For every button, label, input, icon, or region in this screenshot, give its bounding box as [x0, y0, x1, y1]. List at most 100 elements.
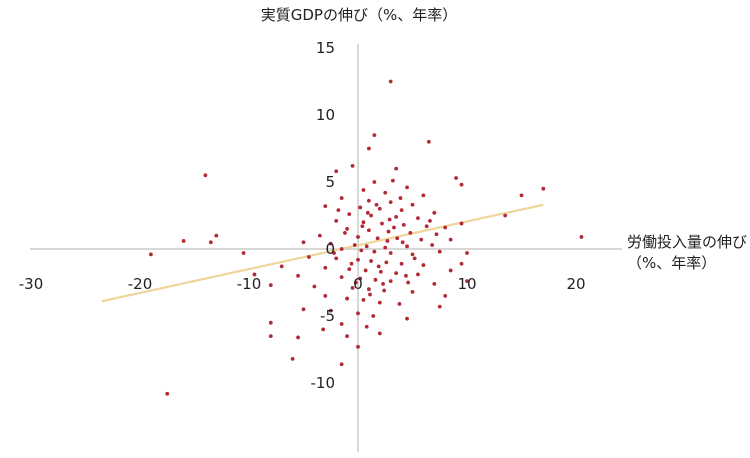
- data-point: [519, 193, 524, 198]
- data-point: [465, 279, 469, 284]
- data-point: [380, 221, 384, 226]
- data-point: [353, 280, 358, 285]
- y-tick-label: 0: [325, 240, 335, 258]
- data-point: [279, 264, 284, 269]
- x-tick-label: -20: [128, 275, 153, 293]
- data-point: [376, 264, 381, 269]
- data-point: [385, 239, 390, 243]
- data-point: [203, 173, 208, 178]
- data-point: [347, 212, 352, 217]
- data-point: [399, 261, 404, 266]
- x-axis-title-line1: 労働投入量の伸び: [627, 233, 747, 251]
- data-point: [388, 251, 393, 255]
- data-point: [383, 245, 388, 250]
- data-point: [301, 307, 306, 312]
- data-point: [382, 288, 387, 293]
- data-point: [343, 231, 347, 235]
- data-point: [328, 308, 333, 313]
- data-point: [296, 335, 300, 340]
- trend-line: [101, 203, 544, 303]
- data-point: [400, 240, 405, 245]
- data-point: [377, 331, 382, 336]
- data-point: [301, 240, 306, 245]
- data-point: [323, 265, 328, 270]
- data-point: [377, 300, 382, 305]
- data-point: [268, 320, 273, 325]
- data-point: [364, 324, 369, 329]
- data-point: [361, 220, 366, 225]
- data-point: [369, 259, 373, 263]
- data-point: [416, 216, 420, 221]
- data-point: [459, 261, 464, 266]
- data-point: [377, 206, 382, 211]
- data-point: [454, 176, 458, 180]
- data-point: [365, 210, 370, 215]
- data-point: [372, 133, 377, 138]
- data-point: [579, 235, 584, 239]
- data-point: [398, 196, 403, 200]
- data-point: [149, 252, 153, 257]
- data-point: [334, 218, 339, 223]
- data-point: [307, 255, 311, 259]
- data-point: [360, 224, 365, 229]
- data-point: [404, 273, 408, 278]
- data-point: [424, 224, 429, 229]
- data-point: [421, 263, 426, 267]
- data-point: [383, 190, 388, 195]
- data-point: [432, 210, 437, 215]
- data-point: [214, 233, 219, 238]
- data-point: [378, 269, 383, 274]
- data-point: [405, 316, 409, 321]
- data-point: [339, 196, 344, 200]
- data-point: [345, 227, 349, 231]
- data-point: [388, 79, 393, 84]
- data-point: [356, 311, 360, 316]
- data-point: [372, 249, 377, 254]
- data-point: [334, 169, 339, 174]
- data-point: [412, 256, 417, 261]
- data-points: [149, 79, 584, 396]
- data-point: [392, 225, 396, 230]
- data-point: [384, 260, 389, 265]
- data-point: [358, 205, 363, 210]
- y-tick-label: 5: [325, 173, 335, 191]
- data-point: [339, 362, 344, 367]
- data-point: [356, 235, 360, 239]
- data-point: [339, 247, 344, 251]
- data-point: [434, 232, 439, 237]
- data-point: [356, 257, 360, 262]
- data-point: [397, 302, 402, 306]
- data-point: [363, 268, 368, 273]
- data-point: [394, 166, 399, 171]
- data-point: [350, 164, 355, 168]
- data-point: [405, 185, 409, 190]
- data-point: [448, 237, 453, 242]
- data-point: [388, 279, 393, 284]
- data-point: [437, 304, 442, 309]
- data-point: [371, 314, 376, 318]
- data-point: [426, 139, 431, 144]
- data-point: [459, 182, 464, 187]
- data-point: [208, 240, 213, 245]
- trend-line-group: [101, 203, 544, 303]
- data-point: [181, 239, 186, 243]
- data-point: [361, 188, 366, 192]
- data-point: [503, 213, 508, 218]
- data-point: [367, 228, 371, 233]
- data-point: [405, 244, 409, 249]
- data-point: [358, 276, 363, 281]
- data-point: [339, 322, 344, 326]
- data-point: [328, 241, 333, 246]
- y-tick-labels: -10 -5 0 5 10 15: [311, 39, 336, 392]
- data-point: [374, 202, 379, 207]
- data-point: [437, 249, 442, 254]
- data-point: [419, 237, 424, 242]
- data-point: [350, 285, 355, 290]
- data-point: [349, 261, 354, 266]
- data-point: [428, 218, 432, 223]
- axes: [30, 44, 622, 452]
- data-point: [395, 236, 400, 241]
- y-tick-label: 15: [316, 39, 335, 57]
- data-point: [386, 229, 391, 234]
